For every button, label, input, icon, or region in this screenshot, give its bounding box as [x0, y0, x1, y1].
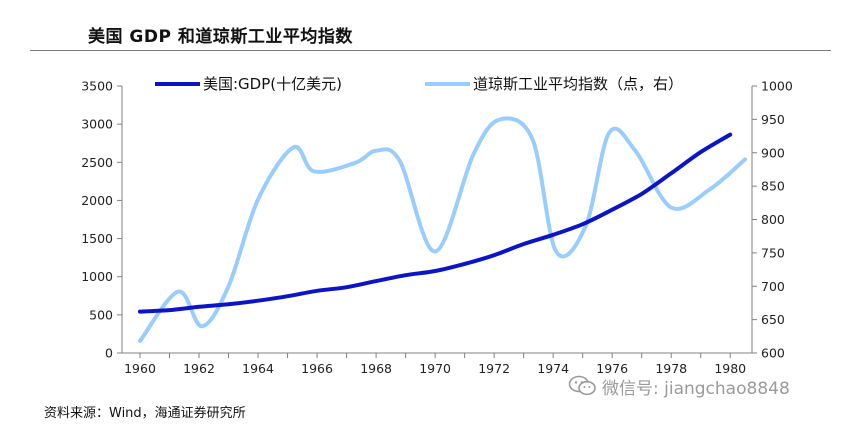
right-tick-label: 600 [761, 346, 785, 361]
source-note: 资料来源：Wind，海通证券研究所 [44, 406, 246, 421]
left-tick-label: 3500 [81, 79, 113, 94]
right-tick-label: 700 [761, 279, 785, 294]
title-bar: 美国 GDP 和道琼斯工业平均指数 [0, 0, 853, 51]
x-tick-label: 1964 [242, 361, 274, 376]
chart-title: 美国 GDP 和道琼斯工业平均指数 [88, 27, 353, 47]
x-tick-label: 1974 [537, 361, 569, 376]
x-tick-label: 1978 [655, 361, 687, 376]
left-tick-label: 2000 [81, 193, 113, 208]
title-divider [30, 50, 831, 51]
series-line-gdp [138, 132, 733, 314]
right-tick-label: 750 [761, 245, 785, 260]
left-tick-label: 500 [89, 307, 113, 322]
left-tick-label: 0 [105, 346, 113, 361]
left-tick-label: 1000 [81, 269, 113, 284]
x-tick-label: 1966 [301, 361, 333, 376]
watermark-text: 微信号: jiangchao8848 [602, 378, 790, 399]
legend-label-gdp: 美国:GDP(十亿美元) [203, 75, 342, 93]
wechat-icon [568, 375, 596, 396]
x-tick-label: 1968 [360, 361, 392, 376]
x-tick-label: 1980 [714, 361, 746, 376]
right-tick-label: 650 [761, 312, 785, 327]
left-tick-label: 2500 [81, 155, 113, 170]
legend-label-dow: 道琼斯工业平均指数（点，右） [473, 75, 683, 93]
right-tick-label: 900 [761, 145, 785, 160]
axes: 0 500 1000 1500 2000 2500 3000 3500 600 650 700 750… [81, 79, 793, 377]
right-tick-label: 850 [761, 179, 785, 194]
left-tick-label: 3000 [81, 117, 113, 132]
x-tick-label: 1962 [183, 361, 215, 376]
x-tick-label: 1960 [124, 361, 156, 376]
series-layer [138, 116, 747, 343]
x-tick-label: 1976 [596, 361, 628, 376]
right-tick-label: 1000 [761, 79, 793, 94]
series-line-dow [138, 116, 747, 343]
left-tick-label: 1500 [81, 231, 113, 246]
x-tick-label: 1970 [419, 361, 451, 376]
watermark: 微信号: jiangchao8848 [568, 372, 790, 400]
right-tick-label: 950 [761, 112, 785, 127]
right-tick-label: 800 [761, 212, 785, 227]
legend: 美国:GDP(十亿美元) 道琼斯工业平均指数（点，右） [155, 75, 683, 93]
x-tick-label: 1972 [478, 361, 510, 376]
